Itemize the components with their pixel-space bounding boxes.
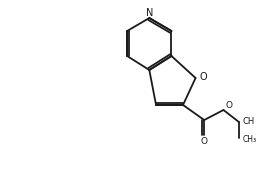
- Text: CH₃: CH₃: [243, 134, 257, 143]
- Text: O: O: [199, 72, 207, 82]
- Text: CH: CH: [243, 117, 255, 126]
- Text: O: O: [201, 137, 208, 146]
- Text: O: O: [225, 100, 232, 109]
- Text: N: N: [146, 8, 153, 18]
